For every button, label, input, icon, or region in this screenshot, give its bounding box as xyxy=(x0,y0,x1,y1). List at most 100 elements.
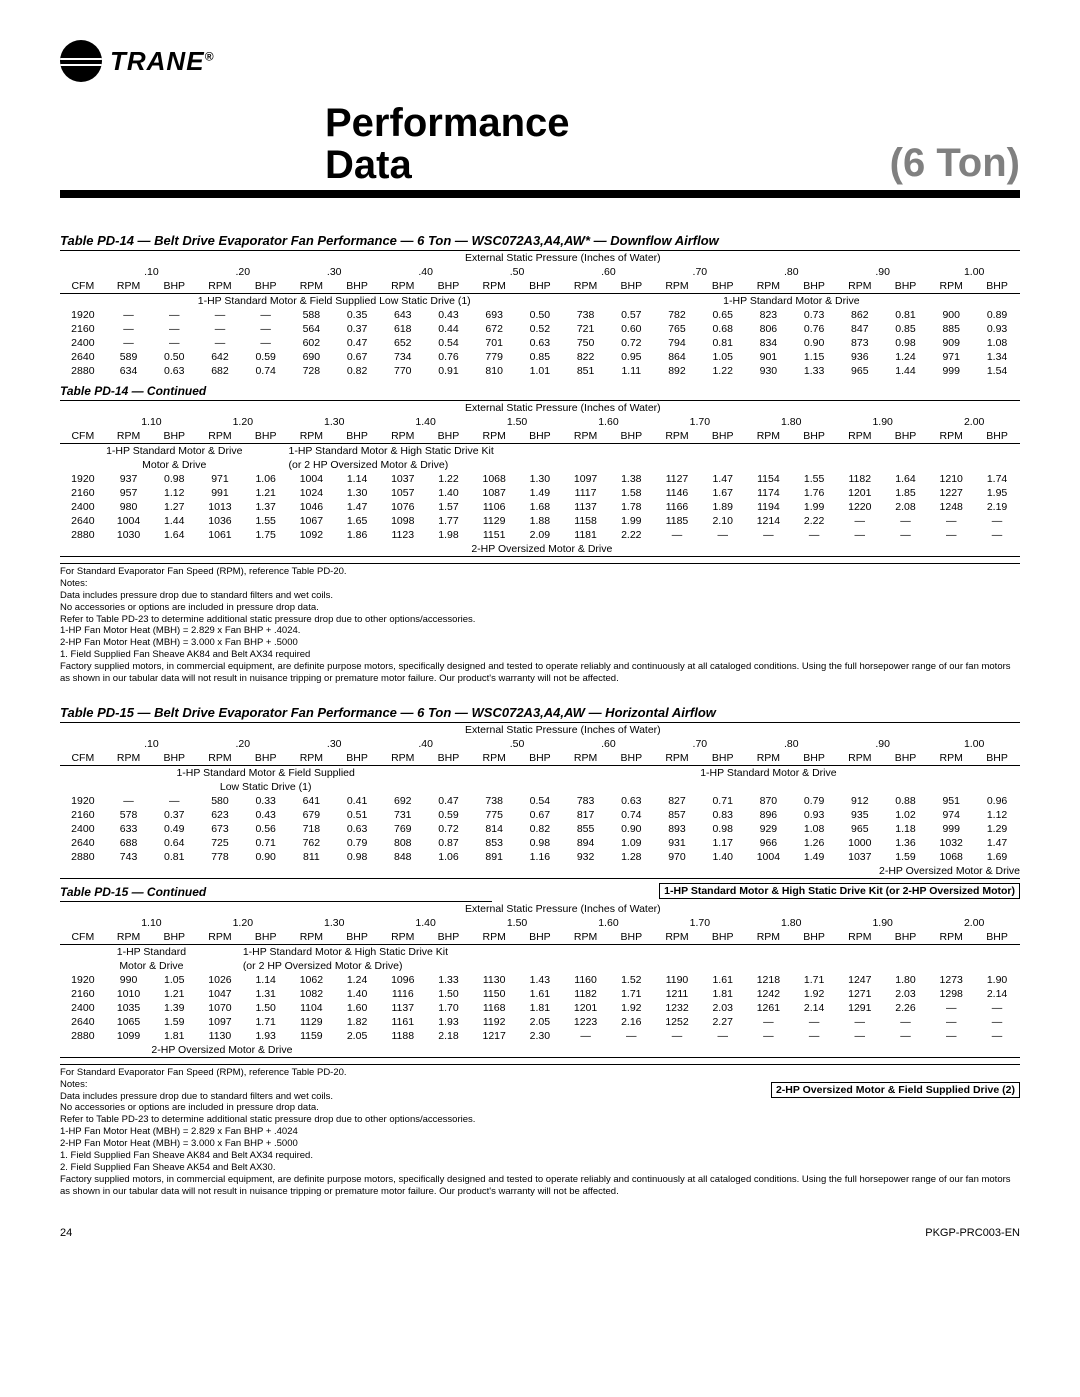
data-cell: 589 xyxy=(106,350,152,364)
data-cell: 966 xyxy=(746,836,792,850)
data-cell: 1181 xyxy=(563,528,609,542)
table-row: 19209901.0510261.1410621.2410961.3311301… xyxy=(60,973,1020,987)
data-cell: 0.59 xyxy=(426,808,472,822)
data-cell: 2.26 xyxy=(883,1001,929,1015)
data-cell: 896 xyxy=(746,808,792,822)
data-cell: 999 xyxy=(928,822,974,836)
data-cell: 1057 xyxy=(380,486,426,500)
data-cell: 1166 xyxy=(654,500,700,514)
pressure-col: 1.80 xyxy=(746,916,837,930)
data-cell: 1.33 xyxy=(426,973,472,987)
data-cell: 0.43 xyxy=(243,808,289,822)
rpm-hdr: RPM xyxy=(471,429,517,444)
data-cell: 634 xyxy=(106,364,152,378)
data-cell: 0.83 xyxy=(700,808,746,822)
table-row: 24006330.496730.567180.637690.728140.828… xyxy=(60,822,1020,836)
data-cell: 1.14 xyxy=(243,973,289,987)
data-cell: 0.35 xyxy=(334,308,380,322)
data-cell: 1030 xyxy=(106,528,152,542)
table-row: 288010991.8111301.9311592.0511882.181217… xyxy=(60,1029,1020,1043)
rpm-hdr: RPM xyxy=(471,930,517,945)
pressure-col: .70 xyxy=(654,265,745,279)
data-cell: 725 xyxy=(197,836,243,850)
data-cell: 564 xyxy=(289,322,335,336)
data-cell: 769 xyxy=(380,822,426,836)
pressure-col: .80 xyxy=(746,265,837,279)
data-cell: 1232 xyxy=(654,1001,700,1015)
bhp-hdr: BHP xyxy=(608,930,654,945)
data-cell: 0.73 xyxy=(791,308,837,322)
note-2hp-15b: 2-HP Oversized Motor & Drive xyxy=(151,1043,471,1058)
data-cell: 2.22 xyxy=(791,514,837,528)
data-cell: 580 xyxy=(197,794,243,808)
data-cell: — xyxy=(197,322,243,336)
data-cell: 0.82 xyxy=(517,822,563,836)
data-cell: 1.60 xyxy=(334,1001,380,1015)
data-cell: 901 xyxy=(746,350,792,364)
data-cell: 0.98 xyxy=(151,472,197,486)
table-row: 264010651.5910971.7111291.8211611.931192… xyxy=(60,1015,1020,1029)
note-line: 1-HP Fan Motor Heat (MBH) = 2.829 x Fan … xyxy=(60,1126,1020,1138)
data-cell: 1248 xyxy=(928,500,974,514)
data-cell: 864 xyxy=(654,350,700,364)
data-cell: 1.52 xyxy=(608,973,654,987)
data-cell: 1161 xyxy=(380,1015,426,1029)
data-cell: 1.22 xyxy=(700,364,746,378)
data-cell: 1273 xyxy=(928,973,974,987)
note-line: 1. Field Supplied Fan Sheave AK84 and Be… xyxy=(60,649,1020,661)
cfm-cell: 2160 xyxy=(60,322,106,336)
table15-cont-wrap: Table PD-15 — Continued 1-HP Standard Mo… xyxy=(60,885,1020,902)
rpm-hdr: RPM xyxy=(654,279,700,294)
table-row: 28807430.817780.908110.988481.068911.169… xyxy=(60,850,1020,864)
bhp-hdr: BHP xyxy=(974,751,1020,766)
data-cell: 0.60 xyxy=(608,322,654,336)
data-cell: 1.21 xyxy=(243,486,289,500)
ext-static-15a: External Static Pressure (Inches of Wate… xyxy=(106,723,1020,737)
note-2hp-14b: 2-HP Oversized Motor & Drive xyxy=(471,542,1020,557)
data-cell: 1010 xyxy=(106,987,152,1001)
data-cell: 0.47 xyxy=(426,794,472,808)
data-cell: 1298 xyxy=(928,987,974,1001)
data-cell: 1123 xyxy=(380,528,426,542)
note-line: 2. Field Supplied Fan Sheave AK54 and Be… xyxy=(60,1162,1020,1174)
data-cell: 1130 xyxy=(471,973,517,987)
table14b: External Static Pressure (Inches of Wate… xyxy=(60,401,1020,557)
data-cell: 1159 xyxy=(289,1029,335,1043)
data-cell: 0.95 xyxy=(608,350,654,364)
table15a: External Static Pressure (Inches of Wate… xyxy=(60,723,1020,879)
data-cell: 692 xyxy=(380,794,426,808)
data-cell: 1252 xyxy=(654,1015,700,1029)
data-cell: 1099 xyxy=(106,1029,152,1043)
data-cell: 682 xyxy=(197,364,243,378)
rpm-hdr: RPM xyxy=(563,279,609,294)
data-cell: — xyxy=(243,336,289,350)
doc-code: PKGP-PRC003-EN xyxy=(925,1227,1020,1239)
data-cell: 1.86 xyxy=(334,528,380,542)
ext-static-hdr: External Static Pressure (Inches of Wate… xyxy=(106,251,1020,265)
data-cell: 0.89 xyxy=(974,308,1020,322)
cfm-cell: 2160 xyxy=(60,808,106,822)
data-cell: — xyxy=(243,308,289,322)
data-cell: 0.98 xyxy=(517,836,563,850)
data-cell: 0.41 xyxy=(334,794,380,808)
bhp-hdr: BHP xyxy=(334,429,380,444)
rpm-hdr: RPM xyxy=(289,429,335,444)
data-cell: 1137 xyxy=(563,500,609,514)
data-cell: 931 xyxy=(654,836,700,850)
title-line1: Performance xyxy=(325,102,570,144)
data-cell: 1.71 xyxy=(243,1015,289,1029)
data-cell: 893 xyxy=(654,822,700,836)
data-cell: 1004 xyxy=(746,850,792,864)
data-cell: 1.47 xyxy=(334,500,380,514)
data-cell: — xyxy=(106,308,152,322)
pressure-col: 1.70 xyxy=(654,415,745,429)
page-number: 24 xyxy=(60,1227,72,1239)
data-cell: 848 xyxy=(380,850,426,864)
data-cell: 0.71 xyxy=(700,794,746,808)
data-cell: 1013 xyxy=(197,500,243,514)
rpm-hdr: RPM xyxy=(746,429,792,444)
data-cell: 0.81 xyxy=(883,308,929,322)
data-cell: — xyxy=(974,514,1020,528)
pressure-row-15a: .10.20.30.40.50.60.70.80.901.00 xyxy=(60,737,1020,751)
data-cell: 851 xyxy=(563,364,609,378)
